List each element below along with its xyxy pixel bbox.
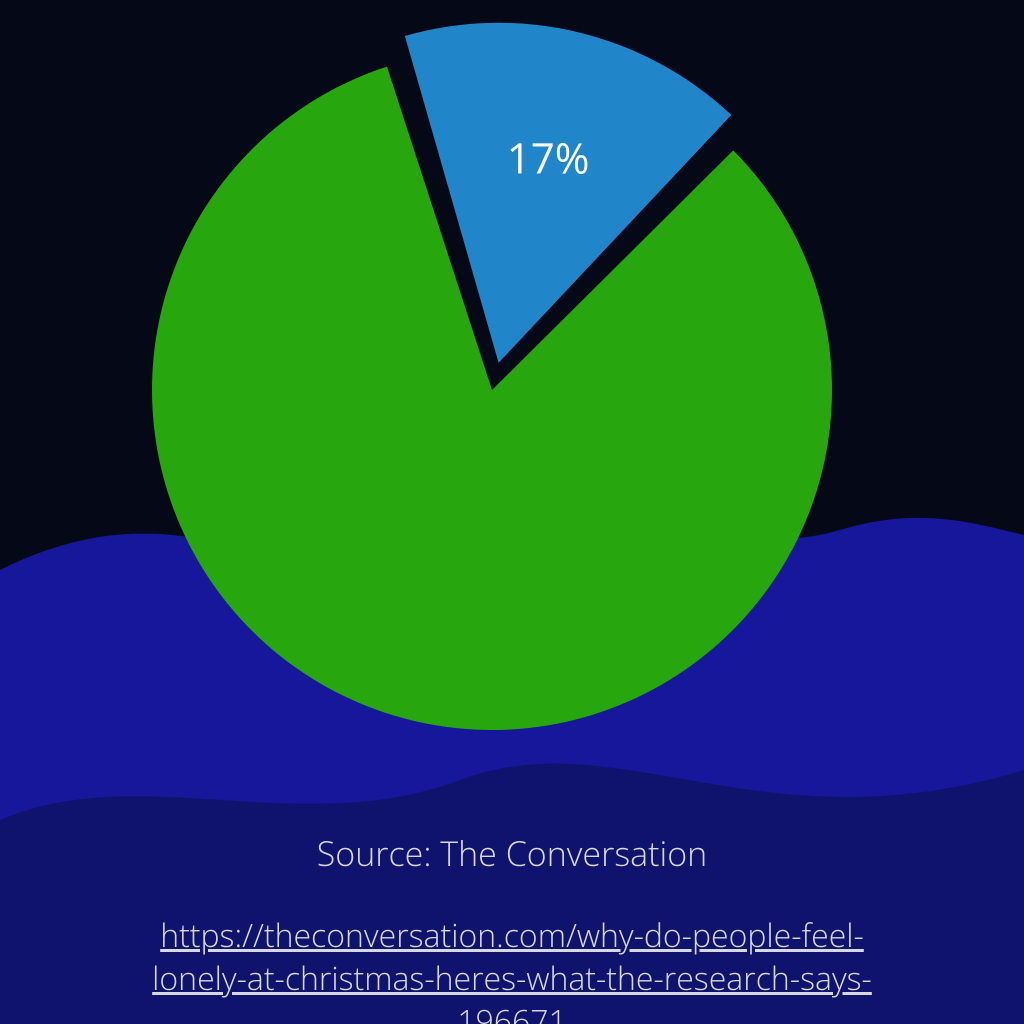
content: 17% Source: The Conversation https://the… <box>0 0 1024 1024</box>
pie-slice-label-0: 17% <box>507 129 590 186</box>
source-text: Source: The Conversation <box>317 830 708 876</box>
pie-chart: 17% <box>122 20 902 800</box>
source-url: https://theconversation.com/why-do-peopl… <box>142 914 882 1024</box>
